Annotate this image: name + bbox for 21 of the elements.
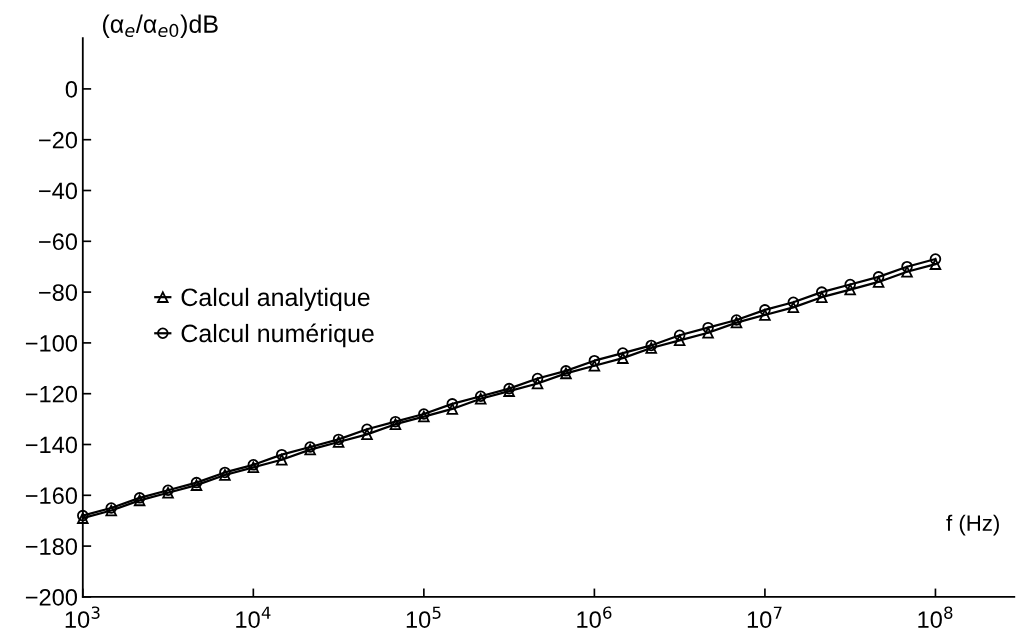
x-tick-label: 10$^{7}$ (747, 606, 782, 628)
y-tick-label: 0 (65, 80, 78, 98)
y-tick-label: −120 (25, 385, 78, 403)
y-tick-label: −200 (25, 588, 78, 606)
x-tick-label: 10$^{6}$ (577, 606, 612, 628)
x-tick-label: 10$^{5}$ (406, 606, 441, 628)
y-tick-label: −20 (39, 131, 78, 149)
x-axis-title: f (Hz) (946, 514, 999, 536)
y-tick-label: −140 (25, 436, 78, 454)
x-tick-label: 10$^{3}$ (65, 606, 100, 628)
legend-label: Calcul numérique (181, 323, 374, 348)
y-tick-label: −40 (39, 182, 78, 200)
y-axis-title: (α$_{e}$/α$_{e0}$)dB (102, 14, 218, 38)
y-tick-label: −80 (39, 284, 78, 301)
y-tick-label: −180 (25, 538, 78, 555)
x-tick-label: 10$^{4}$ (236, 606, 271, 628)
x-tick-label: 10$^{8}$ (918, 606, 953, 628)
legend-label: Calcul analytique (181, 287, 370, 312)
y-tick-label: −100 (25, 334, 78, 352)
y-tick-label: −60 (39, 233, 78, 251)
y-tick-label: −160 (25, 487, 78, 505)
